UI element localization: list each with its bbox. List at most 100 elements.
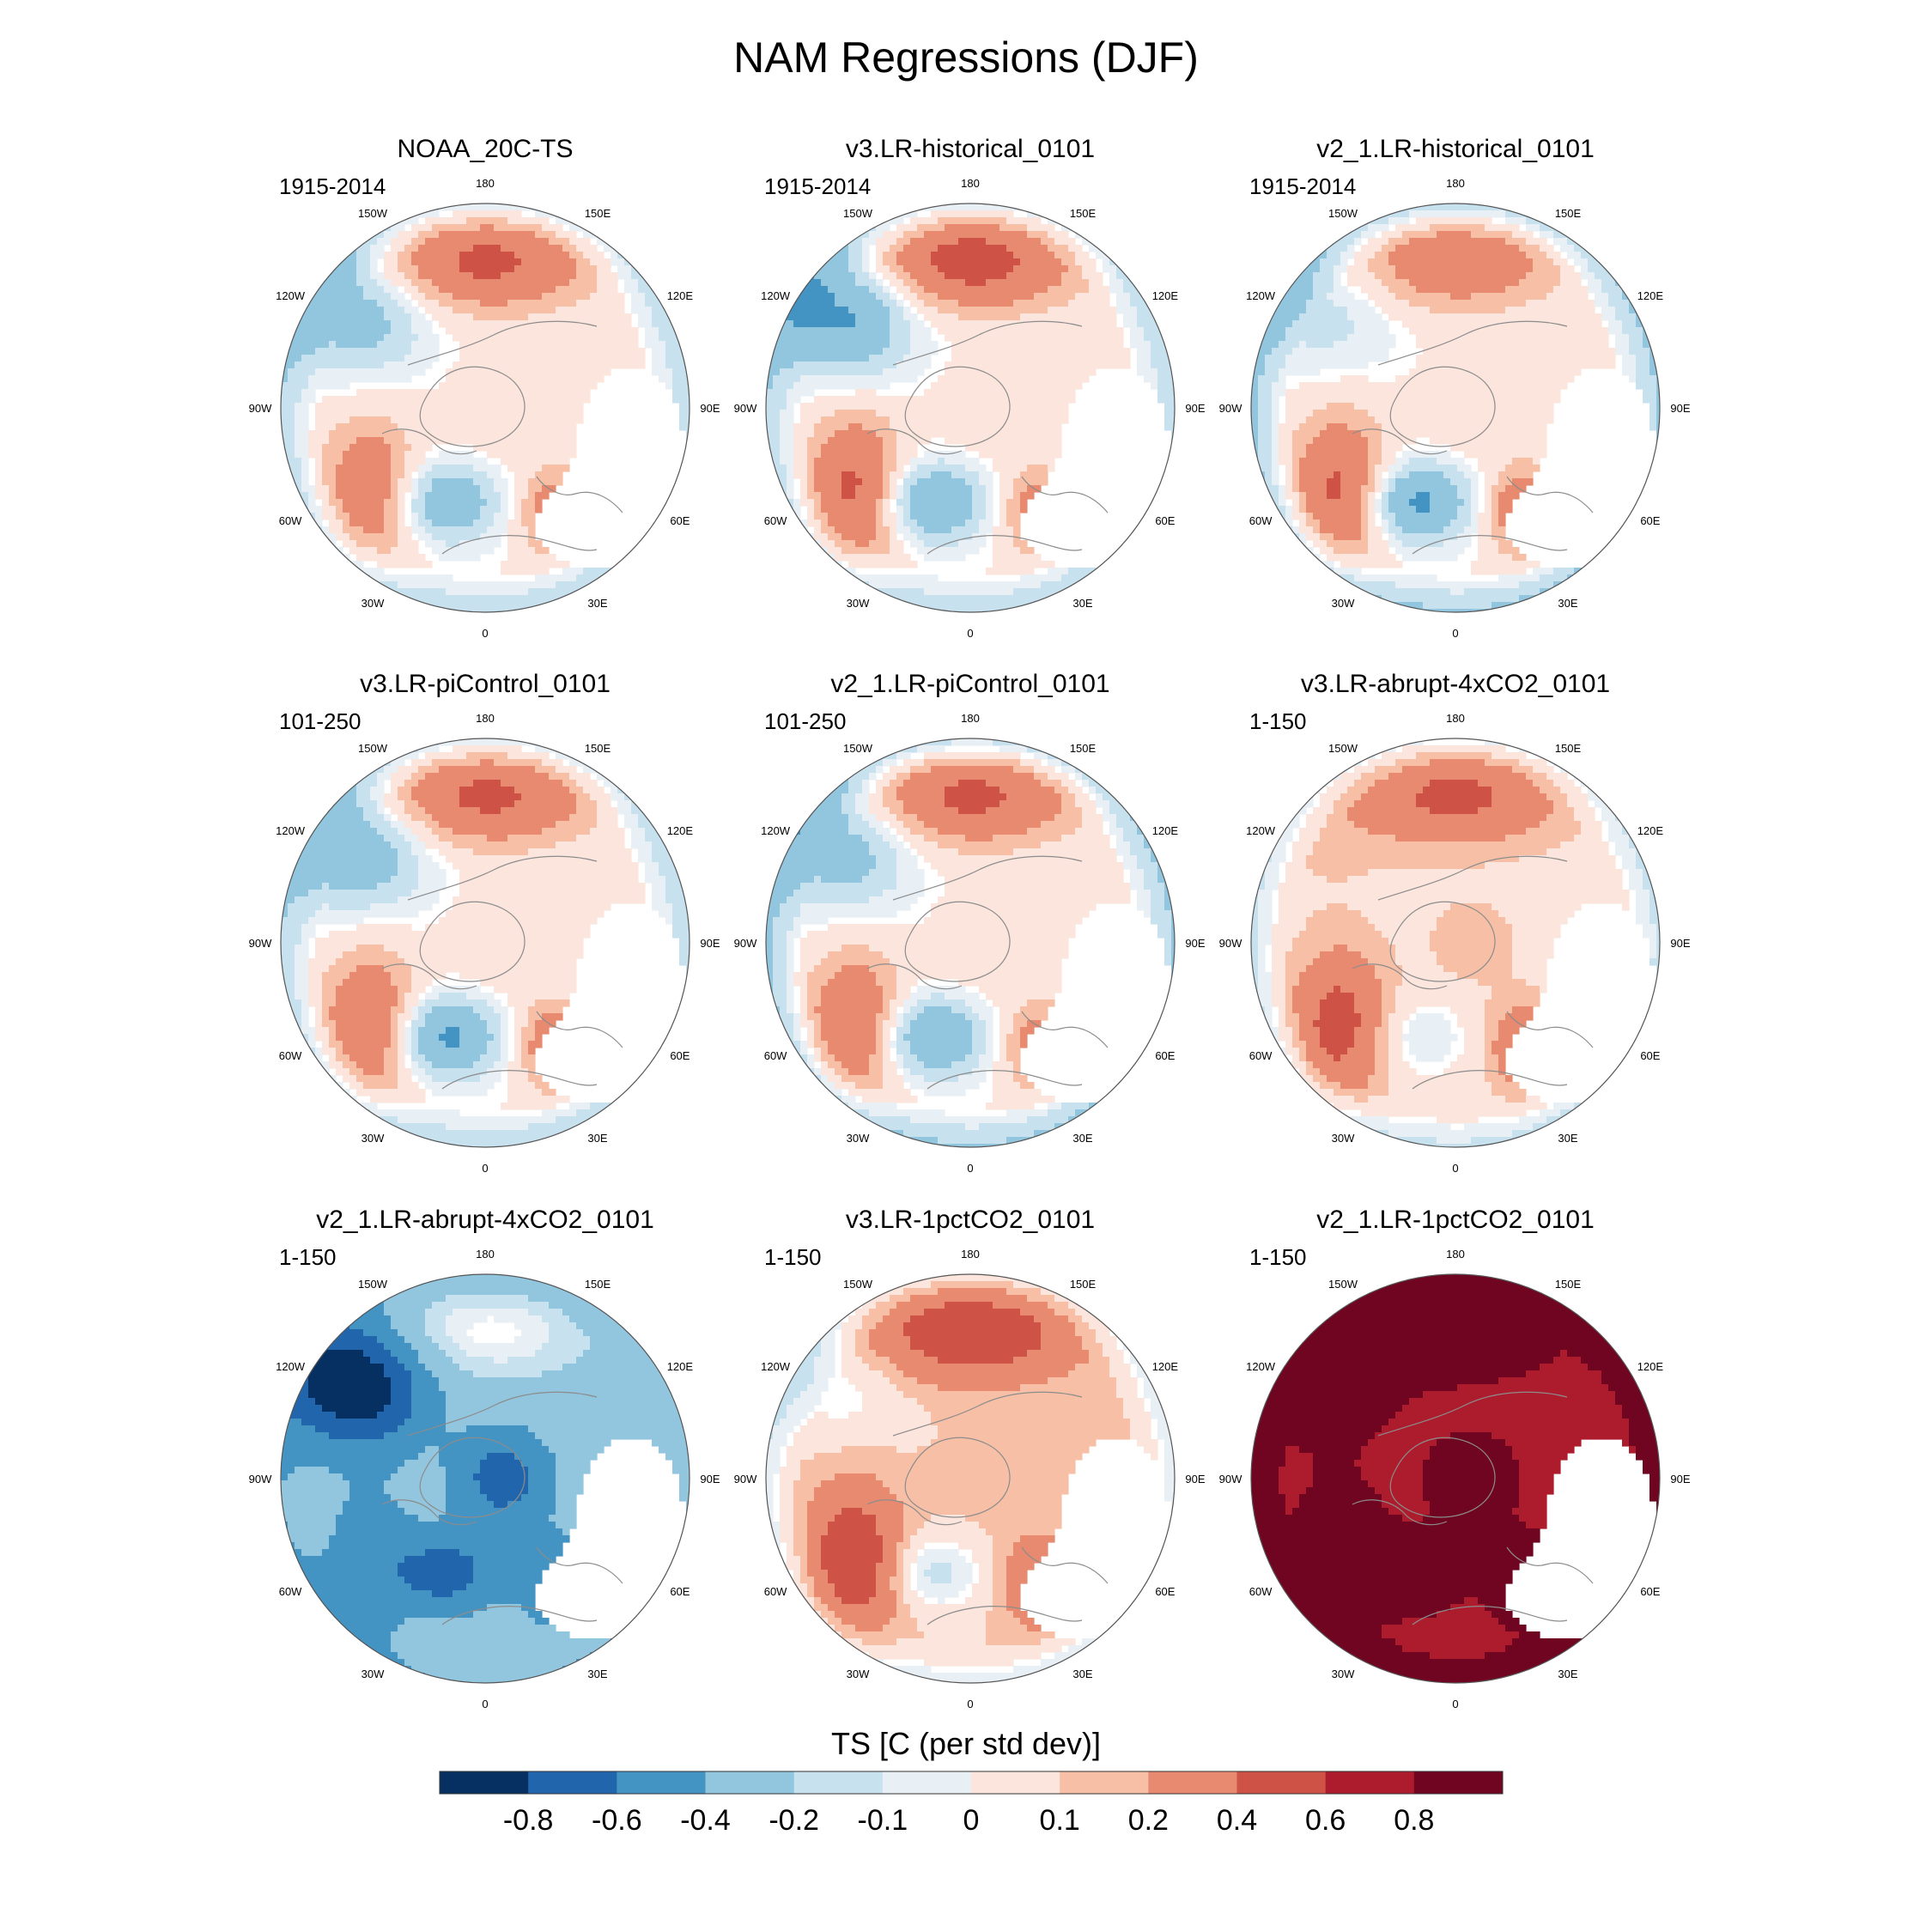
field-cell [910,513,918,520]
field-cell [418,561,426,568]
field-cell [972,513,980,520]
field-cell [945,519,952,527]
field-cell [958,581,966,589]
field-cell [787,389,794,397]
field-cell [1375,258,1382,266]
field-cell [1409,245,1417,252]
field-cell [924,389,932,397]
field-cell [459,547,467,555]
field-cell [528,581,536,589]
field-cell [377,430,385,438]
field-cell [439,499,447,507]
field-cell [862,423,870,431]
field-cell [862,334,870,342]
field-cell [1006,245,1014,252]
field-cell [1013,588,1021,596]
field-cell [1048,348,1055,355]
field-cell [542,478,550,486]
field-cell [391,478,398,486]
field-cell [1034,334,1042,342]
field-cell [1581,258,1589,266]
field-cell [993,265,1000,273]
field-cell [903,526,911,534]
field-cell [487,265,495,273]
field-cell [672,389,680,397]
field-cell [807,382,815,390]
field-cell [576,252,584,259]
field-cell [542,224,550,232]
field-cell [924,348,932,355]
field-cell [924,506,932,513]
field-cell [665,355,673,362]
field-cell [999,458,1007,465]
field-cell [1109,341,1117,349]
field-cell [301,368,309,376]
field-cell [425,430,433,438]
field-cell [281,375,289,383]
longitude-label: 90E [1185,402,1205,415]
field-cell [1013,513,1021,520]
field-cell [903,272,911,280]
field-cell [439,265,447,273]
field-cell [411,368,419,376]
field-cell [480,423,488,431]
field-cell [521,300,529,307]
field-cell [542,389,550,397]
field-cell [432,430,440,438]
field-cell [404,348,412,355]
field-cell [972,361,980,369]
field-cell [528,499,536,507]
field-cell [315,334,323,342]
field-cell [432,506,440,513]
field-cell [439,533,447,541]
field-cell [841,430,849,438]
field-cell [1368,238,1376,246]
field-cell [446,320,453,328]
field-cell [480,231,488,239]
field-cell [951,210,959,218]
field-cell [576,396,584,404]
field-cell [439,451,447,459]
field-cell [459,320,467,328]
field-cell [521,231,529,239]
field-cell [542,348,550,355]
field-cell [1375,245,1382,252]
field-cell [473,499,481,507]
field-cell [869,444,877,452]
field-cell [494,526,501,534]
field-cell [556,334,563,342]
field-cell [377,506,385,513]
field-cell [329,485,337,493]
field-cell [1347,252,1355,259]
field-cell [1464,238,1472,246]
field-cell [1048,574,1055,582]
field-cell [917,265,925,273]
field-cell [473,204,481,211]
field-cell [883,348,890,355]
field-cell [924,526,932,534]
field-cell [965,471,973,479]
field-cell [841,313,849,321]
field-cell [828,430,835,438]
field-cell [569,224,577,232]
field-cell [951,458,959,465]
field-cell [391,506,398,513]
field-cell [1103,265,1110,273]
field-cell [411,313,419,321]
field-cell [855,471,863,479]
field-cell [1471,231,1479,239]
field-cell [835,382,842,390]
field-cell [835,451,842,459]
field-cell [391,533,398,541]
field-cell [828,375,835,383]
field-cell [480,533,488,541]
field-cell [295,416,302,424]
field-cell [590,252,598,259]
field-cell [1034,245,1042,252]
field-cell [432,307,440,314]
field-cell [924,238,932,246]
field-cell [869,300,877,307]
field-cell [1006,499,1014,507]
field-cell [793,355,801,362]
field-cell [986,437,993,445]
